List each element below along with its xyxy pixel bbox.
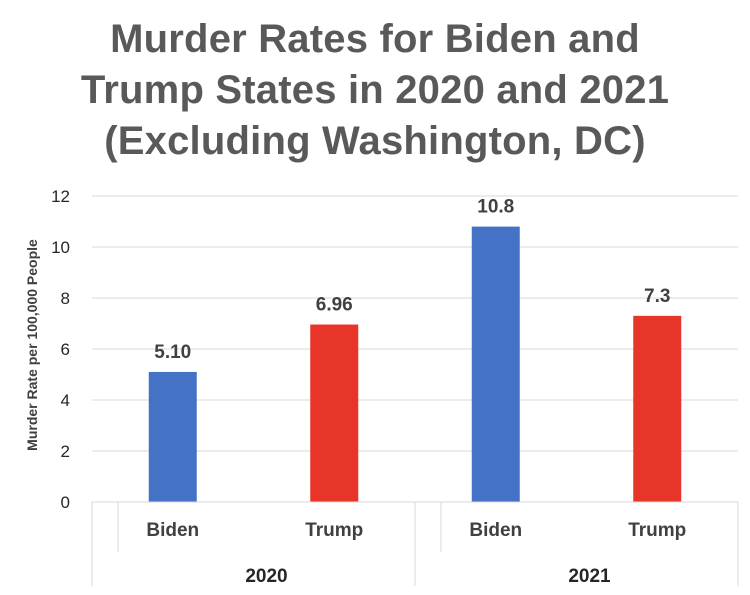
y-tick-label: 0 [61,493,70,512]
y-tick-label: 12 [51,187,70,206]
bar-biden-2020 [148,371,197,502]
bar-trump-2021 [633,315,682,502]
y-axis-label: Murder Rate per 100,000 People [24,239,40,451]
y-axis-ticks: 0 2 4 6 8 10 12 [51,187,70,512]
data-label: 7.3 [644,286,670,307]
data-label: 10.8 [477,197,514,218]
y-tick-label: 2 [61,442,70,461]
y-tick-label: 6 [61,340,70,359]
bar-trump-2020 [310,324,359,502]
y-tick-label: 10 [51,238,70,257]
y-tick-label: 8 [61,289,70,308]
chart-title-line-2: Trump States in 2020 and 2021 [80,68,670,112]
y-tick-label: 4 [61,391,70,410]
chart-title-line-3: (Excluding Washington, DC) [104,119,646,163]
x-group-label: 2020 [245,566,287,587]
chart-title: Murder Rates for Biden and Trump States … [0,14,750,167]
bar-biden-2021 [471,226,520,502]
bars: 5.10 6.96 10.8 7.3 [148,197,682,502]
x-category-label: Trump [628,520,686,541]
chart-title-line-1: Murder Rates for Biden and [110,17,640,61]
x-category-label: Biden [146,520,199,541]
x-axis: Biden Trump 2020 Biden Trump 2021 [91,501,739,587]
x-group-label: 2021 [568,566,611,587]
x-category-label: Trump [305,520,363,541]
x-category-label: Biden [469,520,522,541]
data-label: 5.10 [154,342,191,363]
data-label: 6.96 [316,295,353,316]
